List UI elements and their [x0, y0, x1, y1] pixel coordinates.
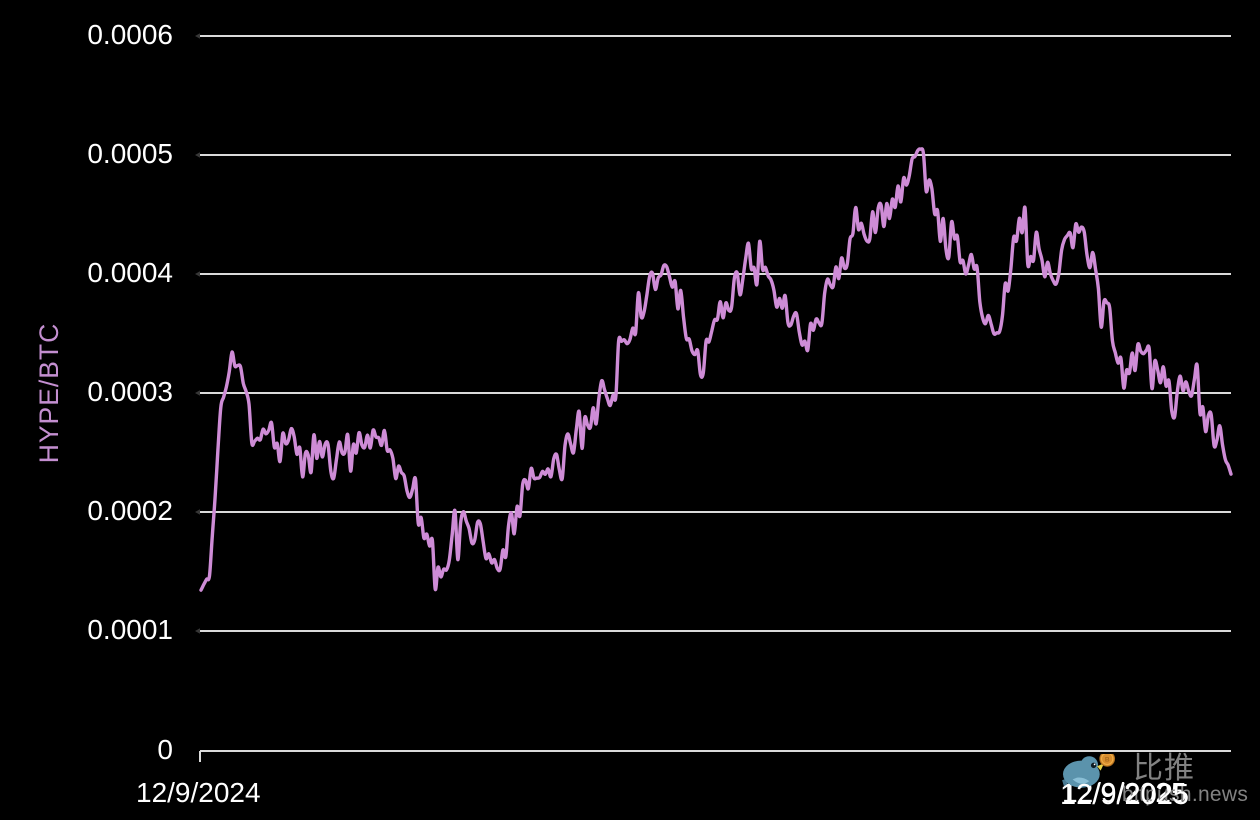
svg-text:0.0006: 0.0006 — [87, 19, 173, 50]
svg-text:0.0005: 0.0005 — [87, 138, 173, 169]
svg-text:12/9/2024: 12/9/2024 — [136, 777, 261, 808]
svg-text:0.0001: 0.0001 — [87, 614, 173, 645]
svg-text:0: 0 — [157, 734, 173, 765]
svg-text:0.0002: 0.0002 — [87, 495, 173, 526]
svg-text:12/9/2025: 12/9/2025 — [1062, 777, 1187, 808]
svg-text:0.0003: 0.0003 — [87, 376, 173, 407]
svg-text:0.0004: 0.0004 — [87, 257, 173, 288]
svg-text:HYPE/BTC: HYPE/BTC — [34, 323, 64, 464]
